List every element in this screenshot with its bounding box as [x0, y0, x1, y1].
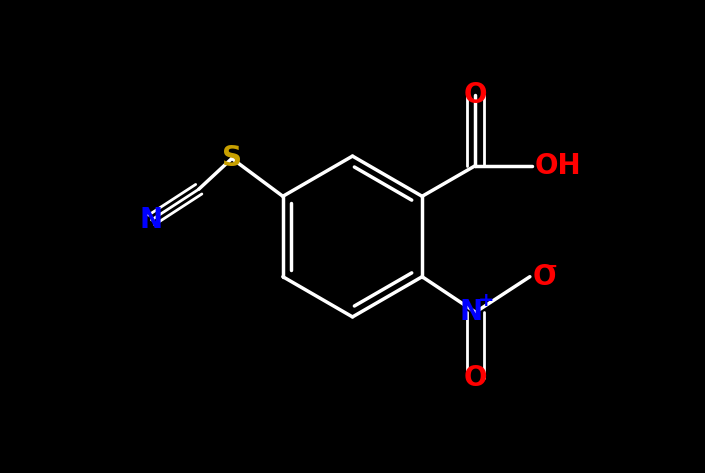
- Text: O: O: [464, 364, 487, 393]
- Text: S: S: [222, 144, 242, 173]
- Text: +: +: [477, 291, 494, 310]
- Text: O: O: [464, 80, 487, 109]
- Text: N: N: [140, 206, 163, 234]
- Text: O: O: [532, 263, 556, 291]
- Text: −: −: [541, 257, 558, 276]
- Text: N: N: [459, 298, 482, 326]
- Text: OH: OH: [534, 151, 581, 180]
